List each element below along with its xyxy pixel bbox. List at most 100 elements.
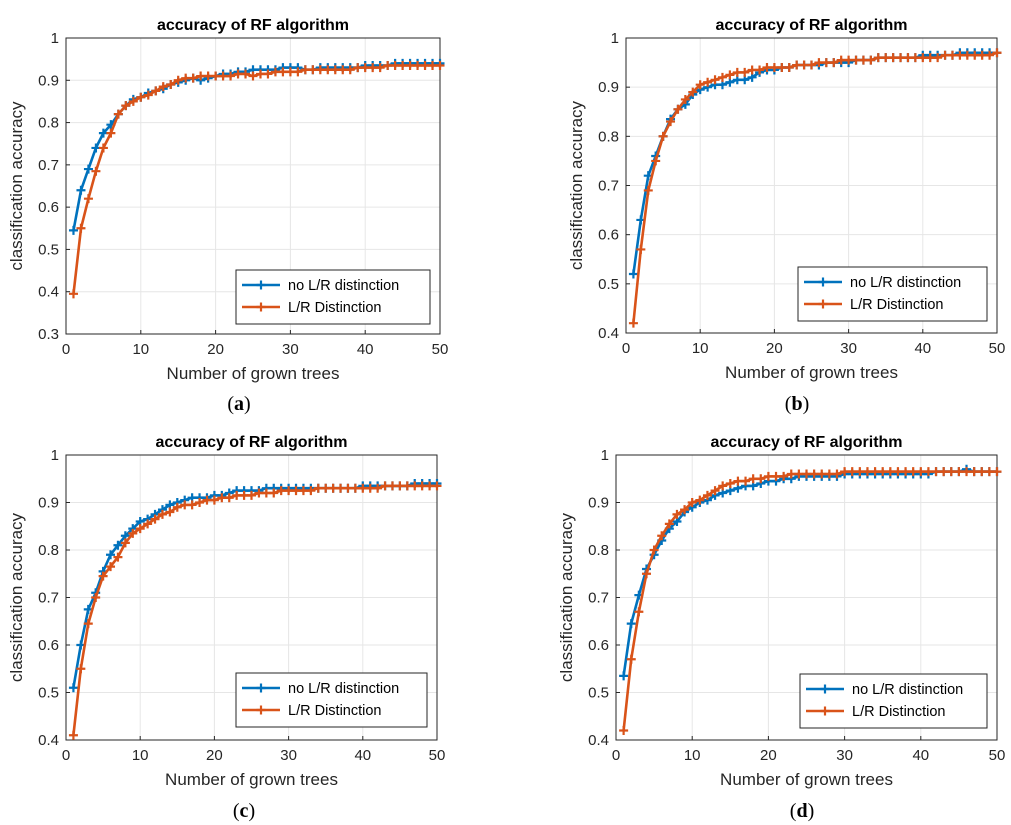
chart-c-title: accuracy of RF algorithm <box>155 434 347 451</box>
chart-a-series-2-point <box>158 82 168 92</box>
chart-a-series-2-point <box>173 75 183 85</box>
chart-b-ytick-label: 1 <box>611 30 619 47</box>
chart-d-series-2-point <box>710 486 720 496</box>
chart-c-series-2-point <box>98 571 108 581</box>
chart-d-series-2-point <box>748 474 758 484</box>
chart-c-legend: no L/R distinction L/R Distinction <box>235 672 428 728</box>
chart-b-xtick-label: 50 <box>989 340 1006 357</box>
chart-d-series-2-point <box>878 467 888 477</box>
chart-d-series-2-point <box>695 495 705 505</box>
chart-c-ytick-label: 0.9 <box>38 495 59 512</box>
chart-d-xlabel: Number of grown trees <box>720 770 893 789</box>
chart-d-xtick-label: 30 <box>836 747 853 764</box>
chart-a-series-2-point <box>76 223 86 233</box>
chart-d-ytick-label: 0.7 <box>588 590 609 607</box>
chart-b-series-2-point <box>717 72 727 82</box>
chart-a-xlabel: Number of grown trees <box>167 364 340 383</box>
chart-d-series-2-point <box>779 471 789 481</box>
chart-a-series-2-point <box>345 65 355 75</box>
chart-a-ytick-label: 0.9 <box>38 72 59 89</box>
chart-b-xtick-label: 0 <box>622 340 630 357</box>
chart-b-series-2-point <box>680 94 690 104</box>
chart-d-series-2-point <box>641 569 651 579</box>
chart-b-series-2-point <box>628 318 638 328</box>
chart-c-xtick-label: 50 <box>429 747 446 764</box>
chart-c-series-2-point <box>113 552 123 562</box>
chart-b-series-2-point <box>703 77 713 87</box>
chart-d-xtick-label: 20 <box>760 747 777 764</box>
chart-b-legend-marker-2 <box>818 299 828 309</box>
chart-d-series-2-point <box>969 467 979 477</box>
chart-a-ytick-label: 0.5 <box>38 241 59 258</box>
chart-b-ytick-label: 0.8 <box>598 128 619 145</box>
chart-d-series-2-point <box>893 467 903 477</box>
chart-d-series-2-point <box>725 479 735 488</box>
chart-d-series-2-point <box>687 498 697 507</box>
chart-b-legend-box <box>797 266 988 322</box>
chart-b-series-2-point <box>643 185 653 195</box>
chart-d-series-2-point <box>763 471 773 481</box>
chart-c-series-1-point <box>68 683 78 693</box>
chart-d-title: accuracy of RF algorithm <box>710 434 902 451</box>
chart-b-series-2-point <box>784 63 794 72</box>
chart-a-series-2-point <box>188 73 198 83</box>
chart-d-xtick-label: 10 <box>684 747 701 764</box>
chart-a-series-2-point <box>136 92 146 102</box>
chart-a-xtick-label: 20 <box>207 341 224 358</box>
chart-d-series-2-point <box>634 607 644 617</box>
chart-d-series-2-point <box>664 519 674 529</box>
chart-c-series-1-point <box>113 540 123 550</box>
chart-panel-d: 0 10 20 30 40 50 0.4 0.5 0.6 0.7 0.8 0.9 1 accuracy o… <box>520 420 1011 805</box>
chart-a-series-1-point <box>68 225 78 235</box>
chart-a-series-1-point <box>76 185 86 195</box>
chart-d-series-2-point <box>718 481 728 491</box>
chart-c-xtick-label: 10 <box>132 747 149 764</box>
chart-d-ytick-label: 1 <box>601 447 609 464</box>
chart-d-ytick-label: 0.5 <box>588 685 609 702</box>
chart-b-xtick-label: 30 <box>840 340 857 357</box>
chart-c-series-2-point <box>120 538 130 548</box>
chart-d-series-2-point <box>908 467 918 477</box>
chart-c-series-2-point <box>76 664 86 674</box>
chart-d-legend-box <box>799 673 988 729</box>
chart-d-series-2-point <box>931 467 941 477</box>
chart-a-xtick-label: 30 <box>282 341 299 358</box>
chart-a-ytick-label: 0.4 <box>38 284 59 301</box>
chart-d-series-2-point <box>855 467 865 477</box>
chart-c-series-2-point <box>209 495 219 505</box>
chart-d-series-2-point <box>954 467 964 477</box>
chart-c-series-2-point <box>165 507 175 517</box>
chart-c-series-1-point <box>106 550 116 560</box>
chart-b-ylabel: classification accuracy <box>567 100 586 270</box>
chart-c-series-2-point <box>195 498 205 507</box>
chart-a-series-2-point <box>113 109 123 119</box>
chart-b-series-2-point <box>688 87 698 97</box>
chart-a-title: accuracy of RF algorithm <box>157 17 349 34</box>
chart-a-series-2 <box>68 60 445 299</box>
chart-d-series-2-point <box>626 654 636 664</box>
chart-b-series-2-point <box>740 67 750 77</box>
chart-d-series-2-point <box>794 469 804 479</box>
chart-a-ylabel: classification accuracy <box>7 101 26 271</box>
chart-d-series-2-point <box>901 467 911 477</box>
chart-b-ytick-label: 0.4 <box>598 325 619 342</box>
chart-d-series-2-point <box>619 726 629 735</box>
chart-d-series-2-point <box>824 469 834 479</box>
chart-a-series-2-point <box>263 69 273 79</box>
chart-d-series-2-point <box>946 467 956 477</box>
chart-c-series-2-point <box>135 524 145 534</box>
chart-svg-a: 0 10 20 30 40 50 0.3 0.4 0.5 0.6 0.7 0.8 0.9 1 accurac… <box>7 17 448 383</box>
chart-b-series-1-point <box>628 269 638 279</box>
chart-a-legend: no L/R distinction L/R Distinction <box>235 269 431 325</box>
caption-d: (d) <box>789 800 815 822</box>
chart-c-series-2-point <box>247 490 256 500</box>
chart-d-series-2-point <box>733 476 743 486</box>
chart-a-legend-box <box>235 269 431 325</box>
chart-d-series-2-point <box>672 509 682 519</box>
chart-c-xtick-label: 20 <box>206 747 223 764</box>
chart-c-series-2-point <box>68 730 78 740</box>
chart-a-series-2-point <box>68 289 78 299</box>
chart-a-ytick-label: 0.8 <box>38 115 59 132</box>
chart-a-series-2-point <box>435 60 445 70</box>
chart-d-series-2-point <box>984 467 994 477</box>
